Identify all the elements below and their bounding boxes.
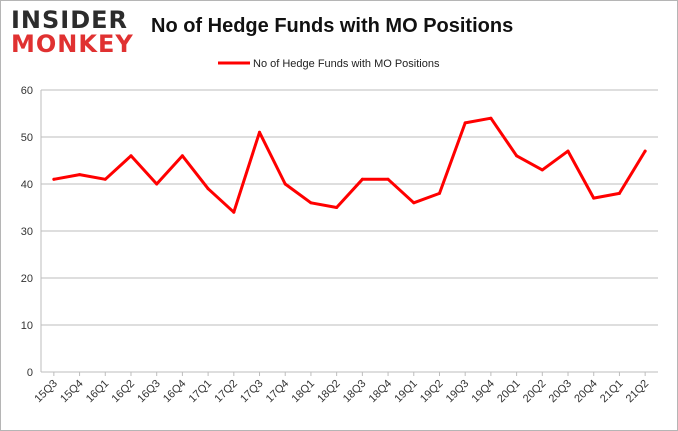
y-tick-label: 40	[21, 179, 33, 191]
data-point	[232, 210, 236, 214]
logo-line-1: INSIDER	[11, 6, 129, 34]
x-tick-label: 20Q4	[572, 378, 600, 406]
insider-monkey-logo: INSIDER MONKEY	[11, 6, 133, 59]
data-point	[566, 149, 570, 153]
x-tick-label: 16Q2	[110, 378, 138, 406]
data-point	[335, 206, 339, 209]
x-tick-label: 17Q2	[212, 378, 240, 406]
x-tick-label: 21Q2	[624, 378, 652, 406]
y-tick-label: 30	[21, 226, 33, 238]
y-axis-ticks: 0 10 20 30 40 50 60	[21, 85, 33, 379]
series-layer	[52, 116, 647, 214]
x-tick-label: 19Q3	[444, 378, 472, 406]
x-tick-label: 19Q1	[392, 378, 420, 406]
data-point	[643, 149, 647, 153]
data-point	[515, 154, 519, 158]
x-tick-label: 21Q1	[598, 378, 626, 406]
x-tick-label: 18Q1	[290, 378, 318, 406]
data-point	[103, 177, 107, 181]
data-point	[489, 116, 493, 120]
x-axis-ticks: 15Q315Q416Q116Q216Q316Q417Q117Q217Q317Q4…	[32, 372, 651, 405]
logo-line-2: MONKEY	[11, 30, 134, 58]
legend-entry: No of Hedge Funds with MO Positions	[253, 58, 440, 70]
legend: No of Hedge Funds with MO Positions	[218, 58, 440, 70]
series-line	[52, 116, 647, 214]
x-tick-label: 18Q2	[315, 378, 343, 406]
data-point	[360, 177, 364, 181]
data-point	[206, 187, 210, 191]
data-point	[617, 191, 621, 195]
x-tick-label: 19Q2	[418, 378, 446, 406]
x-tick-label: 20Q3	[547, 378, 575, 406]
y-tick-label: 0	[27, 367, 33, 379]
y-tick-label: 10	[21, 320, 33, 332]
data-point	[52, 177, 56, 181]
data-point	[129, 154, 133, 158]
x-tick-label: 17Q3	[238, 378, 266, 406]
x-tick-label: 20Q2	[521, 378, 549, 406]
data-point	[309, 201, 313, 205]
data-point	[412, 201, 416, 205]
data-point	[437, 191, 441, 195]
data-point	[386, 177, 390, 181]
data-point	[78, 173, 82, 177]
data-point	[258, 130, 262, 134]
x-tick-label: 16Q3	[135, 378, 163, 406]
data-point	[283, 182, 287, 186]
y-tick-label: 60	[21, 85, 33, 97]
chart-title: No of Hedge Funds with MO Positions	[151, 15, 514, 37]
data-point	[463, 121, 467, 125]
data-point	[540, 168, 544, 172]
data-point	[180, 154, 184, 158]
x-tick-label: 19Q4	[469, 378, 497, 406]
data-point	[155, 182, 159, 186]
y-tick-label: 50	[21, 132, 33, 144]
x-tick-label: 15Q4	[58, 378, 86, 406]
x-tick-label: 16Q4	[161, 378, 189, 406]
y-tick-label: 20	[21, 273, 33, 285]
x-tick-label: 18Q3	[341, 378, 369, 406]
x-tick-label: 20Q1	[495, 378, 523, 406]
x-tick-label: 16Q1	[84, 378, 112, 406]
x-tick-label: 17Q1	[187, 378, 215, 406]
x-tick-label: 15Q3	[32, 378, 60, 406]
x-tick-label: 18Q4	[367, 378, 395, 406]
x-tick-label: 17Q4	[264, 378, 292, 406]
data-point	[592, 196, 596, 200]
gridlines	[40, 89, 658, 373]
